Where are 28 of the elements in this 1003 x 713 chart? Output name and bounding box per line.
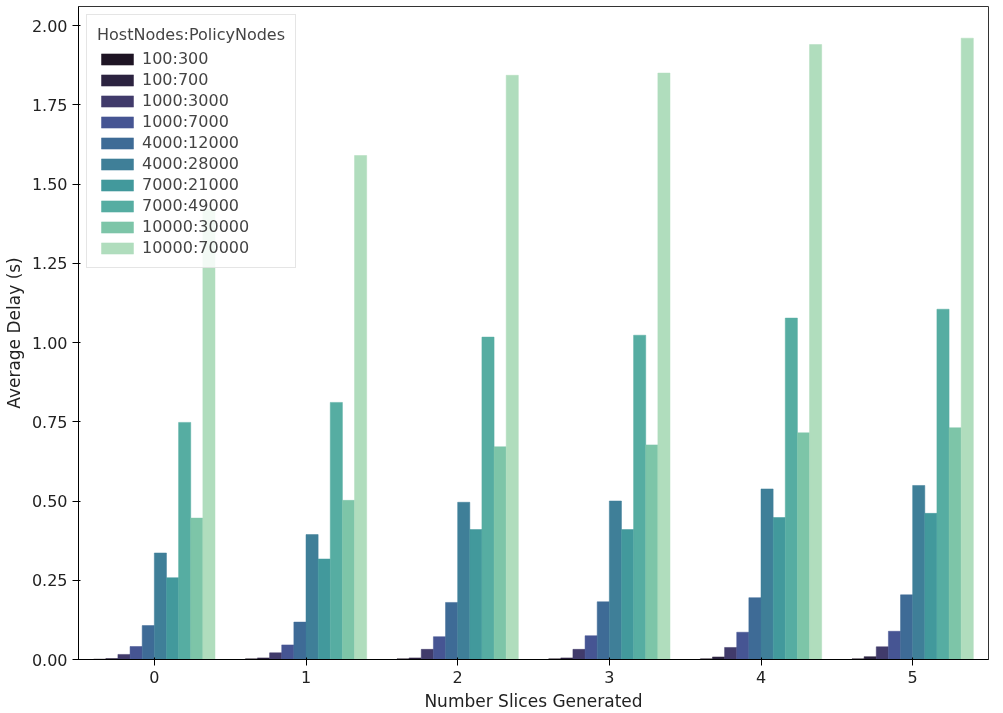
legend-label: 4000:28000 [142, 154, 240, 173]
y-axis-title: Average Delay (s) [3, 257, 24, 409]
legend-label: 4000:12000 [142, 133, 240, 152]
y-tick-label: 1.50 [31, 175, 68, 195]
y-tick-label: 1.75 [31, 95, 68, 115]
legend-title: HostNodes:PolicyNodes [97, 25, 286, 44]
legend-label: 100:300 [142, 49, 209, 68]
y-tick-label: 1.25 [31, 254, 68, 274]
x-tick-label: 2 [452, 667, 463, 687]
legend-label: 7000:49000 [142, 196, 240, 215]
y-tick-label: 0.25 [31, 571, 68, 591]
legend-label: 10000:30000 [142, 217, 250, 236]
legend-label: 7000:21000 [142, 175, 240, 194]
y-tick-label: 0.50 [31, 492, 68, 511]
legend-label: 1000:3000 [142, 91, 229, 110]
x-tick-label: 1 [300, 667, 312, 687]
y-tick-label: 0.75 [31, 412, 68, 432]
x-tick-label: 4 [755, 667, 767, 687]
x-tick-label: 5 [907, 667, 918, 687]
legend-label: 1000:7000 [142, 112, 229, 131]
x-tick-label: 0 [149, 667, 160, 687]
x-tick-label: 3 [604, 667, 615, 687]
x-axis-title: Number Slices Generated [424, 690, 643, 711]
legend-label: 10000:70000 [142, 238, 250, 257]
legend-label: 100:700 [142, 70, 209, 89]
y-tick-label: 1.00 [31, 333, 68, 353]
y-tick-label: 0.00 [31, 650, 68, 670]
y-tick-label: 2.00 [31, 16, 68, 36]
